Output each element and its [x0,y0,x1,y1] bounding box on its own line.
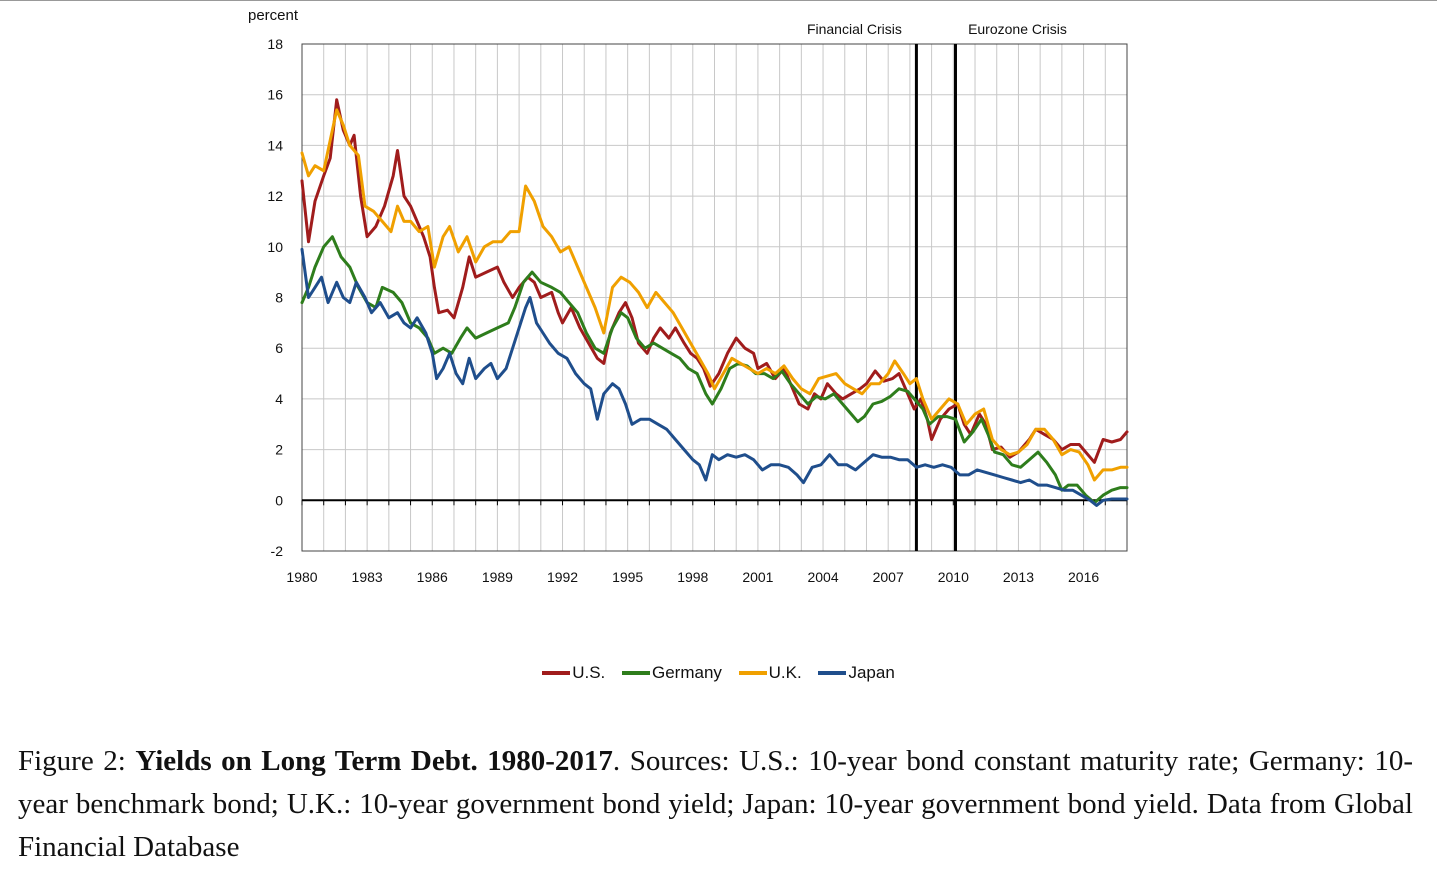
x-tick-label: 1980 [286,569,317,585]
x-tick-label: 2007 [873,569,904,585]
legend-swatch-us [542,671,571,675]
x-tick-label: 1989 [482,569,513,585]
x-tick-label: 2001 [742,569,773,585]
series-line-germany [300,235,1129,505]
crisis-label: Financial Crisis [807,21,902,37]
y-tick-label: 0 [275,492,283,508]
x-tick-label: 1986 [417,569,448,585]
top-border [0,0,1437,1]
legend-item-uk: U.K. [738,663,802,683]
y-tick-label: 14 [267,137,283,153]
x-tick-label: 1992 [547,569,578,585]
y-tick-label: 18 [267,36,283,52]
caption-title: Yields on Long Term Debt. 1980-2017 [135,745,613,777]
y-tick-label: 8 [275,290,283,306]
legend-label-japan: Japan [848,663,895,682]
y-tick-label: 10 [267,239,283,255]
y-tick-label: 16 [267,87,283,103]
series-line-uk [300,108,1129,482]
legend-item-us: U.S. [542,663,605,683]
caption-text: . Sources: U.S.: 10-year bond constant m… [18,745,1414,863]
legend-item-japan: Japan [818,663,895,683]
x-tick-label: 2004 [807,569,838,585]
plot-border [301,43,1128,552]
legend-label-us: U.S. [572,663,606,682]
axes [301,43,1128,552]
legend-swatch-uk [738,671,767,675]
x-tick-label: 2013 [1003,569,1034,585]
series-line-us [300,98,1129,464]
y-axis-unit-label: percent [248,7,299,24]
legend: U.S. Germany U.K. Japan [0,660,1437,683]
legend-label-germany: Germany [652,663,722,682]
y-tick-label: 2 [275,442,283,458]
legend-swatch-japan [818,671,847,675]
caption-label: Figure 2: [18,745,126,777]
legend-item-germany: Germany [622,663,722,683]
legend-swatch-germany [622,671,650,675]
y-tick-label: 4 [275,391,283,407]
x-tick-label: 1995 [612,569,643,585]
grid [301,43,1128,552]
y-tick-label: -2 [271,543,284,559]
crisis-label: Eurozone Crisis [968,21,1067,37]
figure-caption: Figure 2: Yields on Long Term Debt. 1980… [18,740,1413,869]
x-tick-label: 2010 [938,569,969,585]
y-tick-label: 12 [267,188,283,204]
series-line-japan [300,247,1129,507]
y-tick-label: 6 [275,340,283,356]
x-tick-label: 1983 [352,569,383,585]
x-tick-label: 2016 [1068,569,1099,585]
x-tick-label: 1998 [677,569,708,585]
series-lines [300,98,1129,507]
legend-label-uk: U.K. [768,663,802,682]
